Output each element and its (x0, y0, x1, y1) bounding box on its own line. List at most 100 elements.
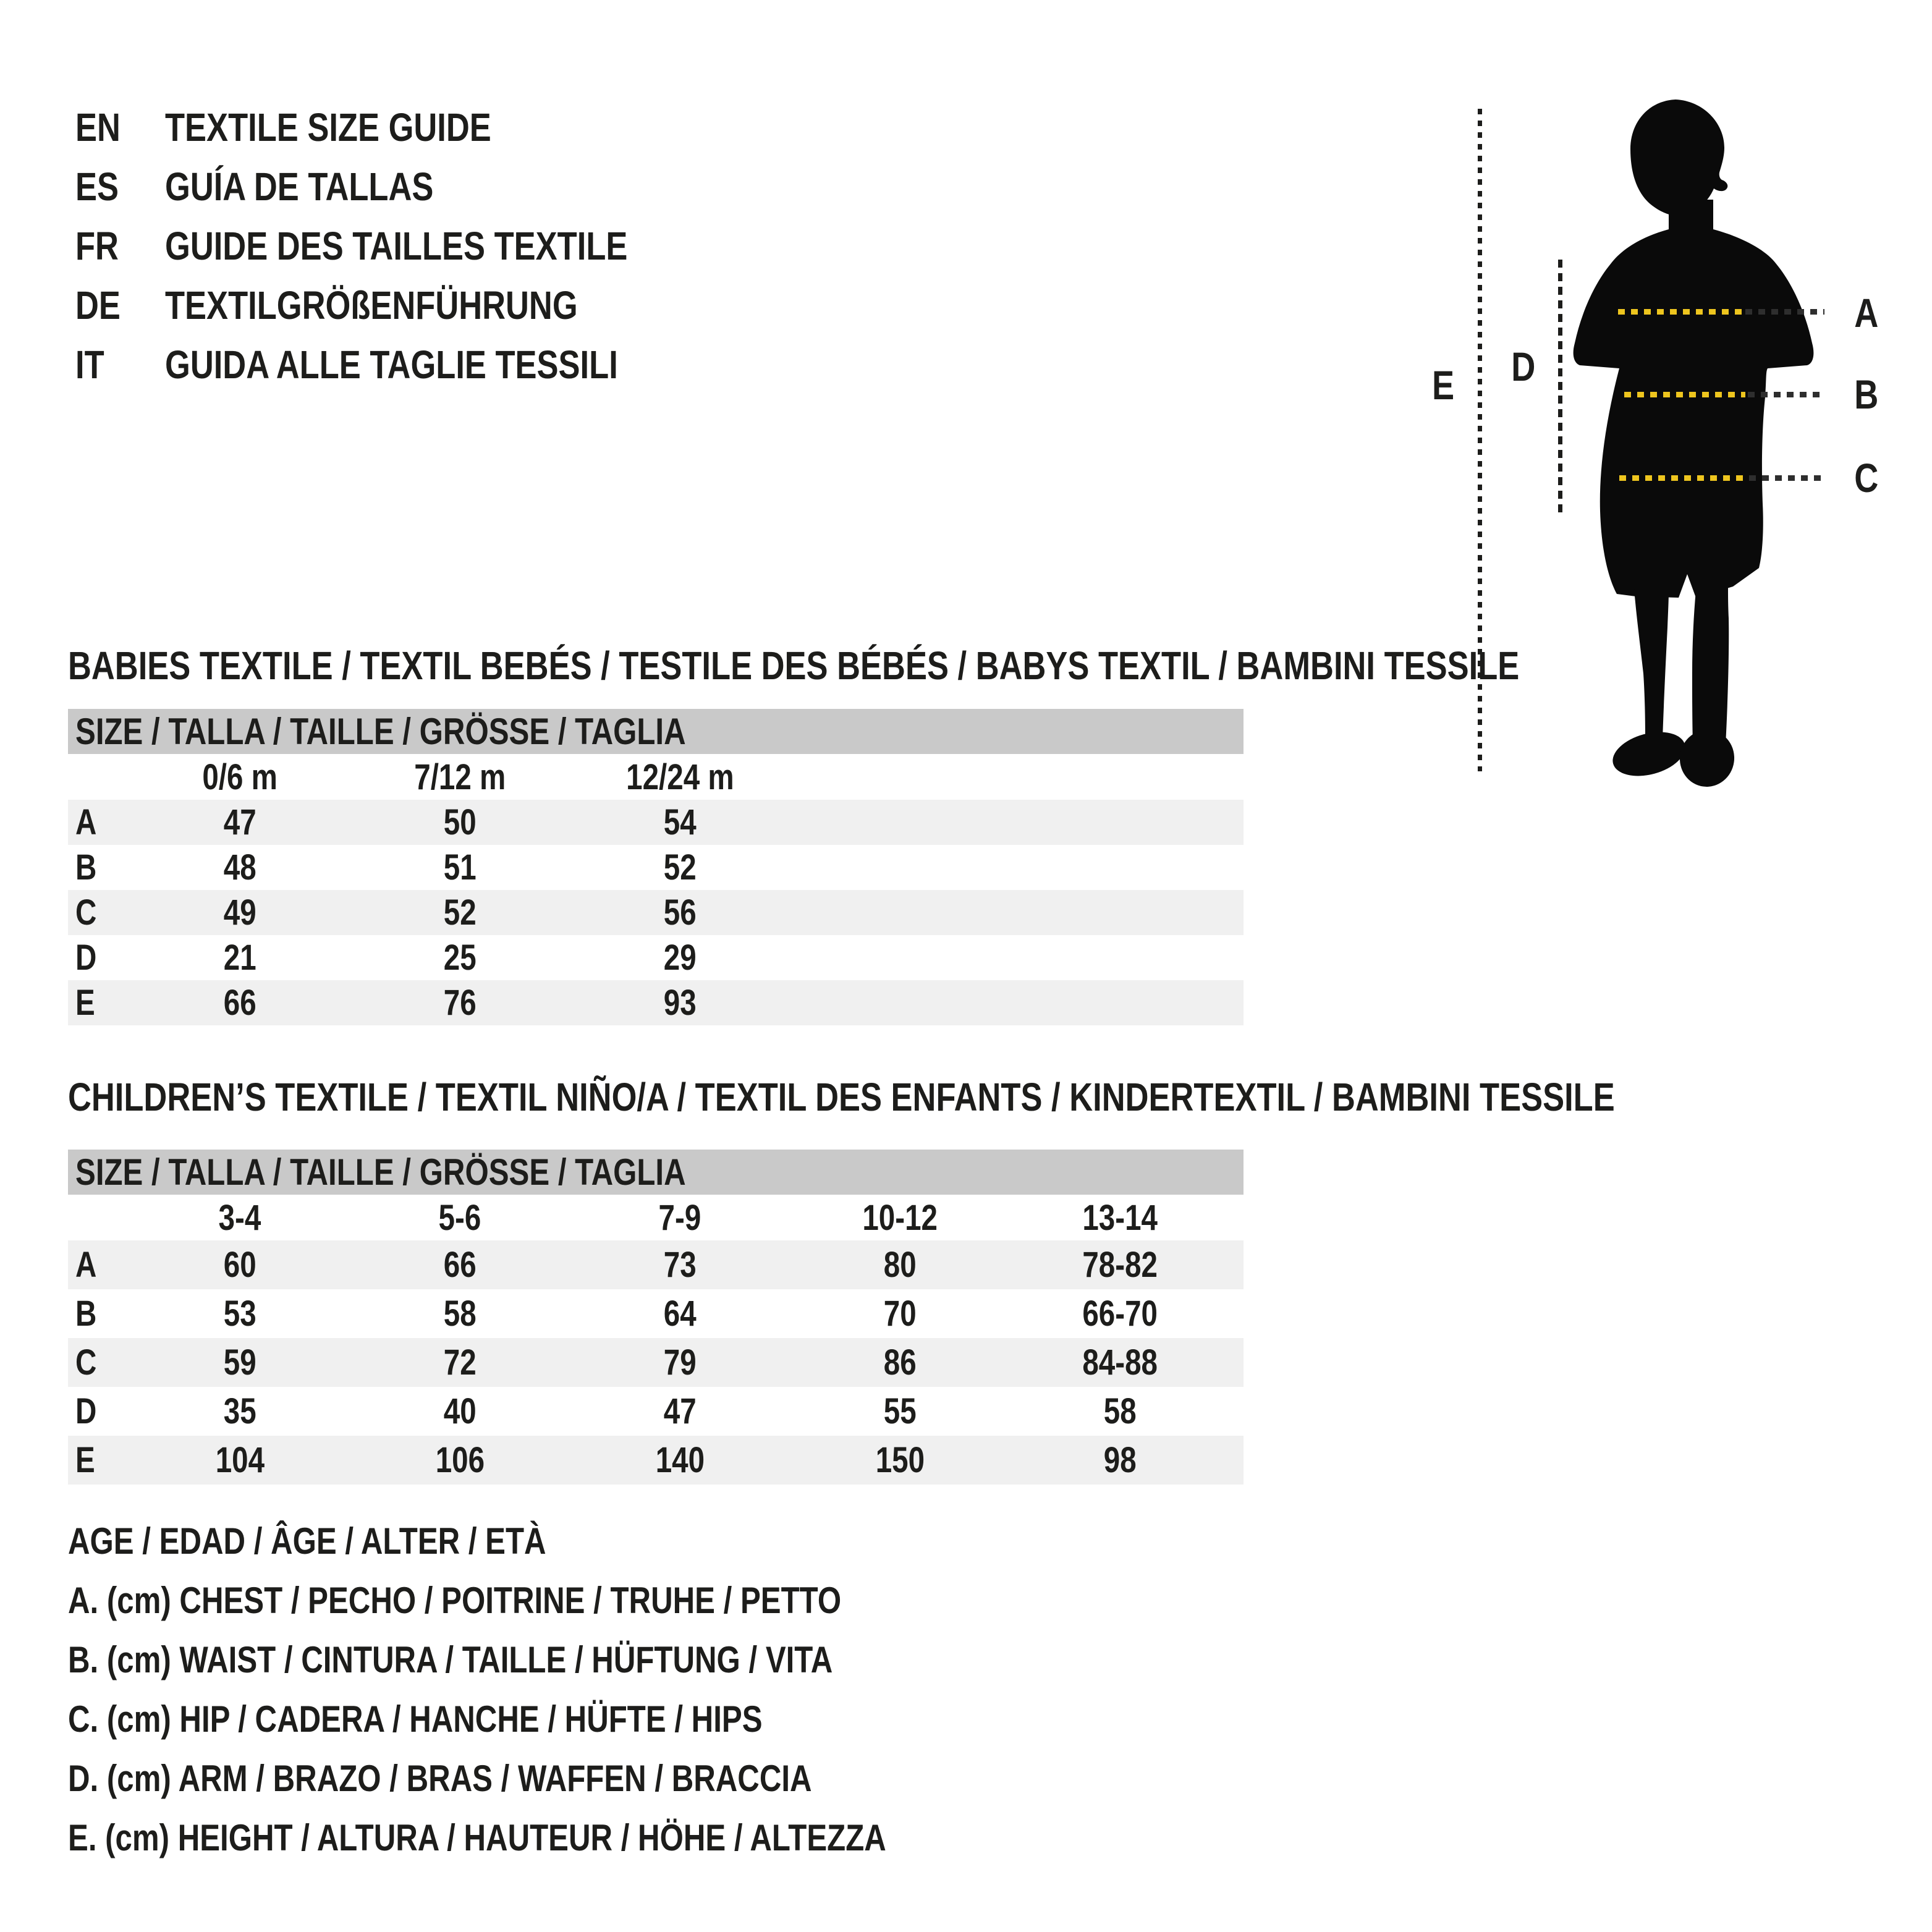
legend-text: D. (cm) ARM / BRAZO / BRAS / WAFFEN / BR… (68, 1757, 812, 1799)
height-measure-line-e (1478, 109, 1482, 771)
size-value-cell: 84-88 (1010, 1342, 1230, 1383)
size-value: 73 (663, 1245, 697, 1285)
size-value: 48 (223, 847, 256, 888)
size-value: 47 (223, 802, 256, 842)
size-row-B: B 53 58 64 70 66-70 (68, 1289, 1244, 1338)
size-value: 58 (443, 1294, 477, 1334)
size-value: 59 (223, 1342, 256, 1383)
size-value-cell: 59 (130, 1342, 350, 1383)
language-row: DE TEXTILGRÖßENFÜHRUNG (75, 276, 729, 335)
size-value: 21 (223, 938, 256, 978)
babies-section-title: BABIES TEXTILE / TEXTIL BEBÉS / TESTILE … (68, 643, 1520, 688)
babies-size-table: SIZE / TALLA / TAILLE / GRÖSSE / TAGLIA … (68, 709, 1244, 1025)
size-value: 52 (663, 847, 697, 888)
row-label: E (68, 982, 130, 1023)
size-value: 64 (663, 1294, 697, 1334)
figure-label-a: A (1854, 290, 1879, 336)
size-value: 79 (663, 1342, 697, 1383)
size-value-cell: 25 (350, 937, 570, 978)
language-code: EN (75, 105, 121, 150)
size-value-cell: 52 (350, 892, 570, 933)
size-row-D: D 21 25 29 (68, 935, 1244, 980)
size-value-cell: 93 (570, 982, 790, 1023)
size-value-cell: 78-82 (1010, 1244, 1230, 1286)
size-value-cell: 55 (790, 1391, 1010, 1432)
figure-label-d: D (1511, 344, 1536, 389)
size-value-cell: 35 (130, 1391, 350, 1432)
legend-row: B. (cm) WAIST / CINTURA / TAILLE / HÜFTU… (68, 1630, 1066, 1689)
size-value: 106 (435, 1440, 485, 1480)
figure-label-b: B (1854, 371, 1879, 417)
size-value-cell: 150 (790, 1439, 1010, 1481)
legend-text: B. (cm) WAIST / CINTURA / TAILLE / HÜFTU… (68, 1638, 833, 1680)
legend-row: A. (cm) CHEST / PECHO / POITRINE / TRUHE… (68, 1570, 1066, 1630)
column-header-label: 12/24 m (625, 756, 734, 797)
size-header-text: SIZE / TALLA / TAILLE / GRÖSSE / TAGLIA (75, 1151, 686, 1193)
row-label: C (68, 1342, 130, 1383)
legend-text: E. (cm) HEIGHT / ALTURA / HAUTEUR / HÖHE… (68, 1816, 886, 1858)
size-header-band: SIZE / TALLA / TAILLE / GRÖSSE / TAGLIA (68, 709, 1244, 754)
size-value-cell: 64 (570, 1293, 790, 1334)
children-section-title: CHILDREN’S TEXTILE / TEXTIL NIÑO/A / TEX… (68, 1075, 1615, 1119)
column-header-label: 0/6 m (202, 756, 278, 797)
size-value-cell: 140 (570, 1439, 790, 1481)
language-code: ES (75, 164, 119, 209)
size-value: 76 (443, 983, 477, 1023)
waist-measure-line-b (1624, 392, 1745, 397)
column-header-cell: 3-4 (130, 1197, 350, 1239)
size-header-text: SIZE / TALLA / TAILLE / GRÖSSE / TAGLIA (75, 711, 686, 752)
size-row-D: D 35 40 47 55 58 (68, 1387, 1244, 1436)
size-value-cell: 58 (1010, 1391, 1230, 1432)
column-header-cell: 0/6 m (130, 756, 350, 798)
size-header-band: SIZE / TALLA / TAILLE / GRÖSSE / TAGLIA (68, 1150, 1244, 1195)
measurement-legend: AGE / EDAD / ÂGE / ALTER / ETÀ A. (cm) CH… (68, 1511, 1066, 1867)
row-label: A (68, 802, 130, 843)
size-value: 80 (883, 1245, 917, 1285)
legend-text: C. (cm) HIP / CADERA / HANCHE / HÜFTE / … (68, 1698, 763, 1740)
language-title: GUIDE DES TAILLES TEXTILE (165, 224, 628, 268)
size-value-cell: 70 (790, 1293, 1010, 1334)
column-header-cell: 5-6 (350, 1197, 570, 1239)
size-value: 58 (1103, 1391, 1137, 1431)
size-value-cell: 104 (130, 1439, 350, 1481)
language-code: DE (75, 283, 121, 328)
size-row-E: E 104 106 140 150 98 (68, 1436, 1244, 1485)
language-row: ES GUÍA DE TALLAS (75, 157, 729, 216)
size-row-A: A 60 66 73 80 78-82 (68, 1240, 1244, 1289)
size-value: 140 (655, 1440, 705, 1480)
size-value: 40 (443, 1391, 477, 1431)
size-value-cell: 40 (350, 1391, 570, 1432)
size-value-cell: 49 (130, 892, 350, 933)
size-row-C: C 49 52 56 (68, 890, 1244, 935)
legend-row: D. (cm) ARM / BRAZO / BRAS / WAFFEN / BR… (68, 1748, 1066, 1808)
row-label-text: E (75, 1440, 95, 1480)
size-value: 98 (1103, 1440, 1137, 1480)
size-value-cell: 66-70 (1010, 1293, 1230, 1334)
row-label-text: D (75, 1391, 97, 1431)
size-value-cell: 86 (790, 1342, 1010, 1383)
hip-measure-line-c (1619, 475, 1747, 481)
legend-text: A. (cm) CHEST / PECHO / POITRINE / TRUHE… (68, 1579, 842, 1621)
language-list: EN TEXTILE SIZE GUIDE ES GUÍA DE TALLAS FR GU… (75, 98, 729, 394)
language-title: GUÍA DE TALLAS (165, 164, 434, 209)
column-header-label: 3-4 (218, 1197, 261, 1238)
row-label: C (68, 892, 130, 933)
row-label: E (68, 1439, 130, 1481)
size-value-cell: 52 (570, 847, 790, 888)
child-silhouette-icon (1573, 100, 1814, 787)
size-value-cell: 66 (350, 1244, 570, 1286)
legend-row: E. (cm) HEIGHT / ALTURA / HAUTEUR / HÖHE… (68, 1808, 1066, 1867)
size-value: 66 (443, 1245, 477, 1285)
row-label-text: A (75, 802, 97, 842)
column-header-row: 3-4 5-6 7-9 10-12 13-14 (68, 1195, 1244, 1240)
size-value-cell: 47 (130, 802, 350, 843)
chest-leader-line-a (1745, 309, 1824, 315)
row-label-text: B (75, 1294, 97, 1334)
language-code: IT (75, 342, 104, 387)
legend-row: AGE / EDAD / ÂGE / ALTER / ETÀ (68, 1511, 1066, 1570)
row-label-text: C (75, 1342, 97, 1383)
row-label: D (68, 1391, 130, 1432)
hip-leader-line-c (1749, 475, 1824, 481)
row-label: B (68, 847, 130, 888)
size-value: 54 (663, 802, 697, 842)
